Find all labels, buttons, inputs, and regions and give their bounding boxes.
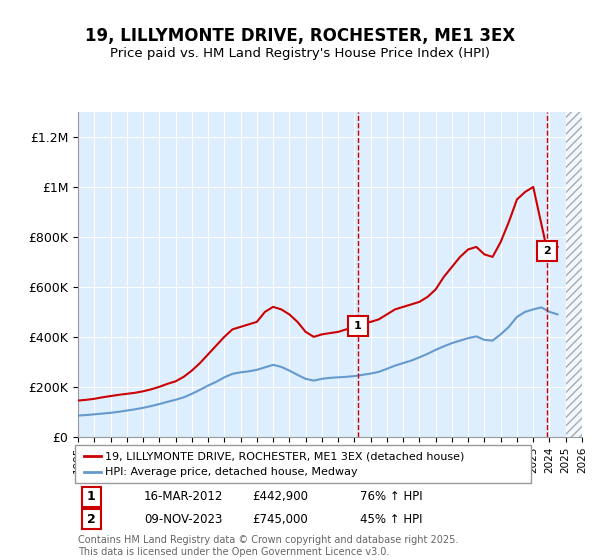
Text: 1: 1 (87, 490, 95, 503)
Text: HPI: Average price, detached house, Medway: HPI: Average price, detached house, Medw… (105, 467, 358, 477)
Text: 19, LILLYMONTE DRIVE, ROCHESTER, ME1 3EX (detached house): 19, LILLYMONTE DRIVE, ROCHESTER, ME1 3EX… (102, 451, 461, 461)
Text: 16-MAR-2012: 16-MAR-2012 (144, 490, 223, 503)
Text: HPI: Average price, detached house, Medway: HPI: Average price, detached house, Medw… (102, 467, 355, 477)
Bar (566, 112, 582, 437)
Text: 2: 2 (544, 246, 551, 256)
Text: 19, LILLYMONTE DRIVE, ROCHESTER, ME1 3EX (detached house): 19, LILLYMONTE DRIVE, ROCHESTER, ME1 3EX… (105, 451, 464, 461)
Text: £442,900: £442,900 (252, 490, 308, 503)
Text: 09-NOV-2023: 09-NOV-2023 (144, 512, 223, 526)
Text: 1: 1 (354, 321, 362, 331)
Text: 19, LILLYMONTE DRIVE, ROCHESTER, ME1 3EX: 19, LILLYMONTE DRIVE, ROCHESTER, ME1 3EX (85, 27, 515, 45)
Text: 2: 2 (87, 512, 95, 526)
Text: Price paid vs. HM Land Registry's House Price Index (HPI): Price paid vs. HM Land Registry's House … (110, 46, 490, 60)
Text: Contains HM Land Registry data © Crown copyright and database right 2025.
This d: Contains HM Land Registry data © Crown c… (78, 535, 458, 557)
Text: 45% ↑ HPI: 45% ↑ HPI (360, 512, 422, 526)
Text: 76% ↑ HPI: 76% ↑ HPI (360, 490, 422, 503)
Text: £745,000: £745,000 (252, 512, 308, 526)
Bar (566, 112, 582, 437)
